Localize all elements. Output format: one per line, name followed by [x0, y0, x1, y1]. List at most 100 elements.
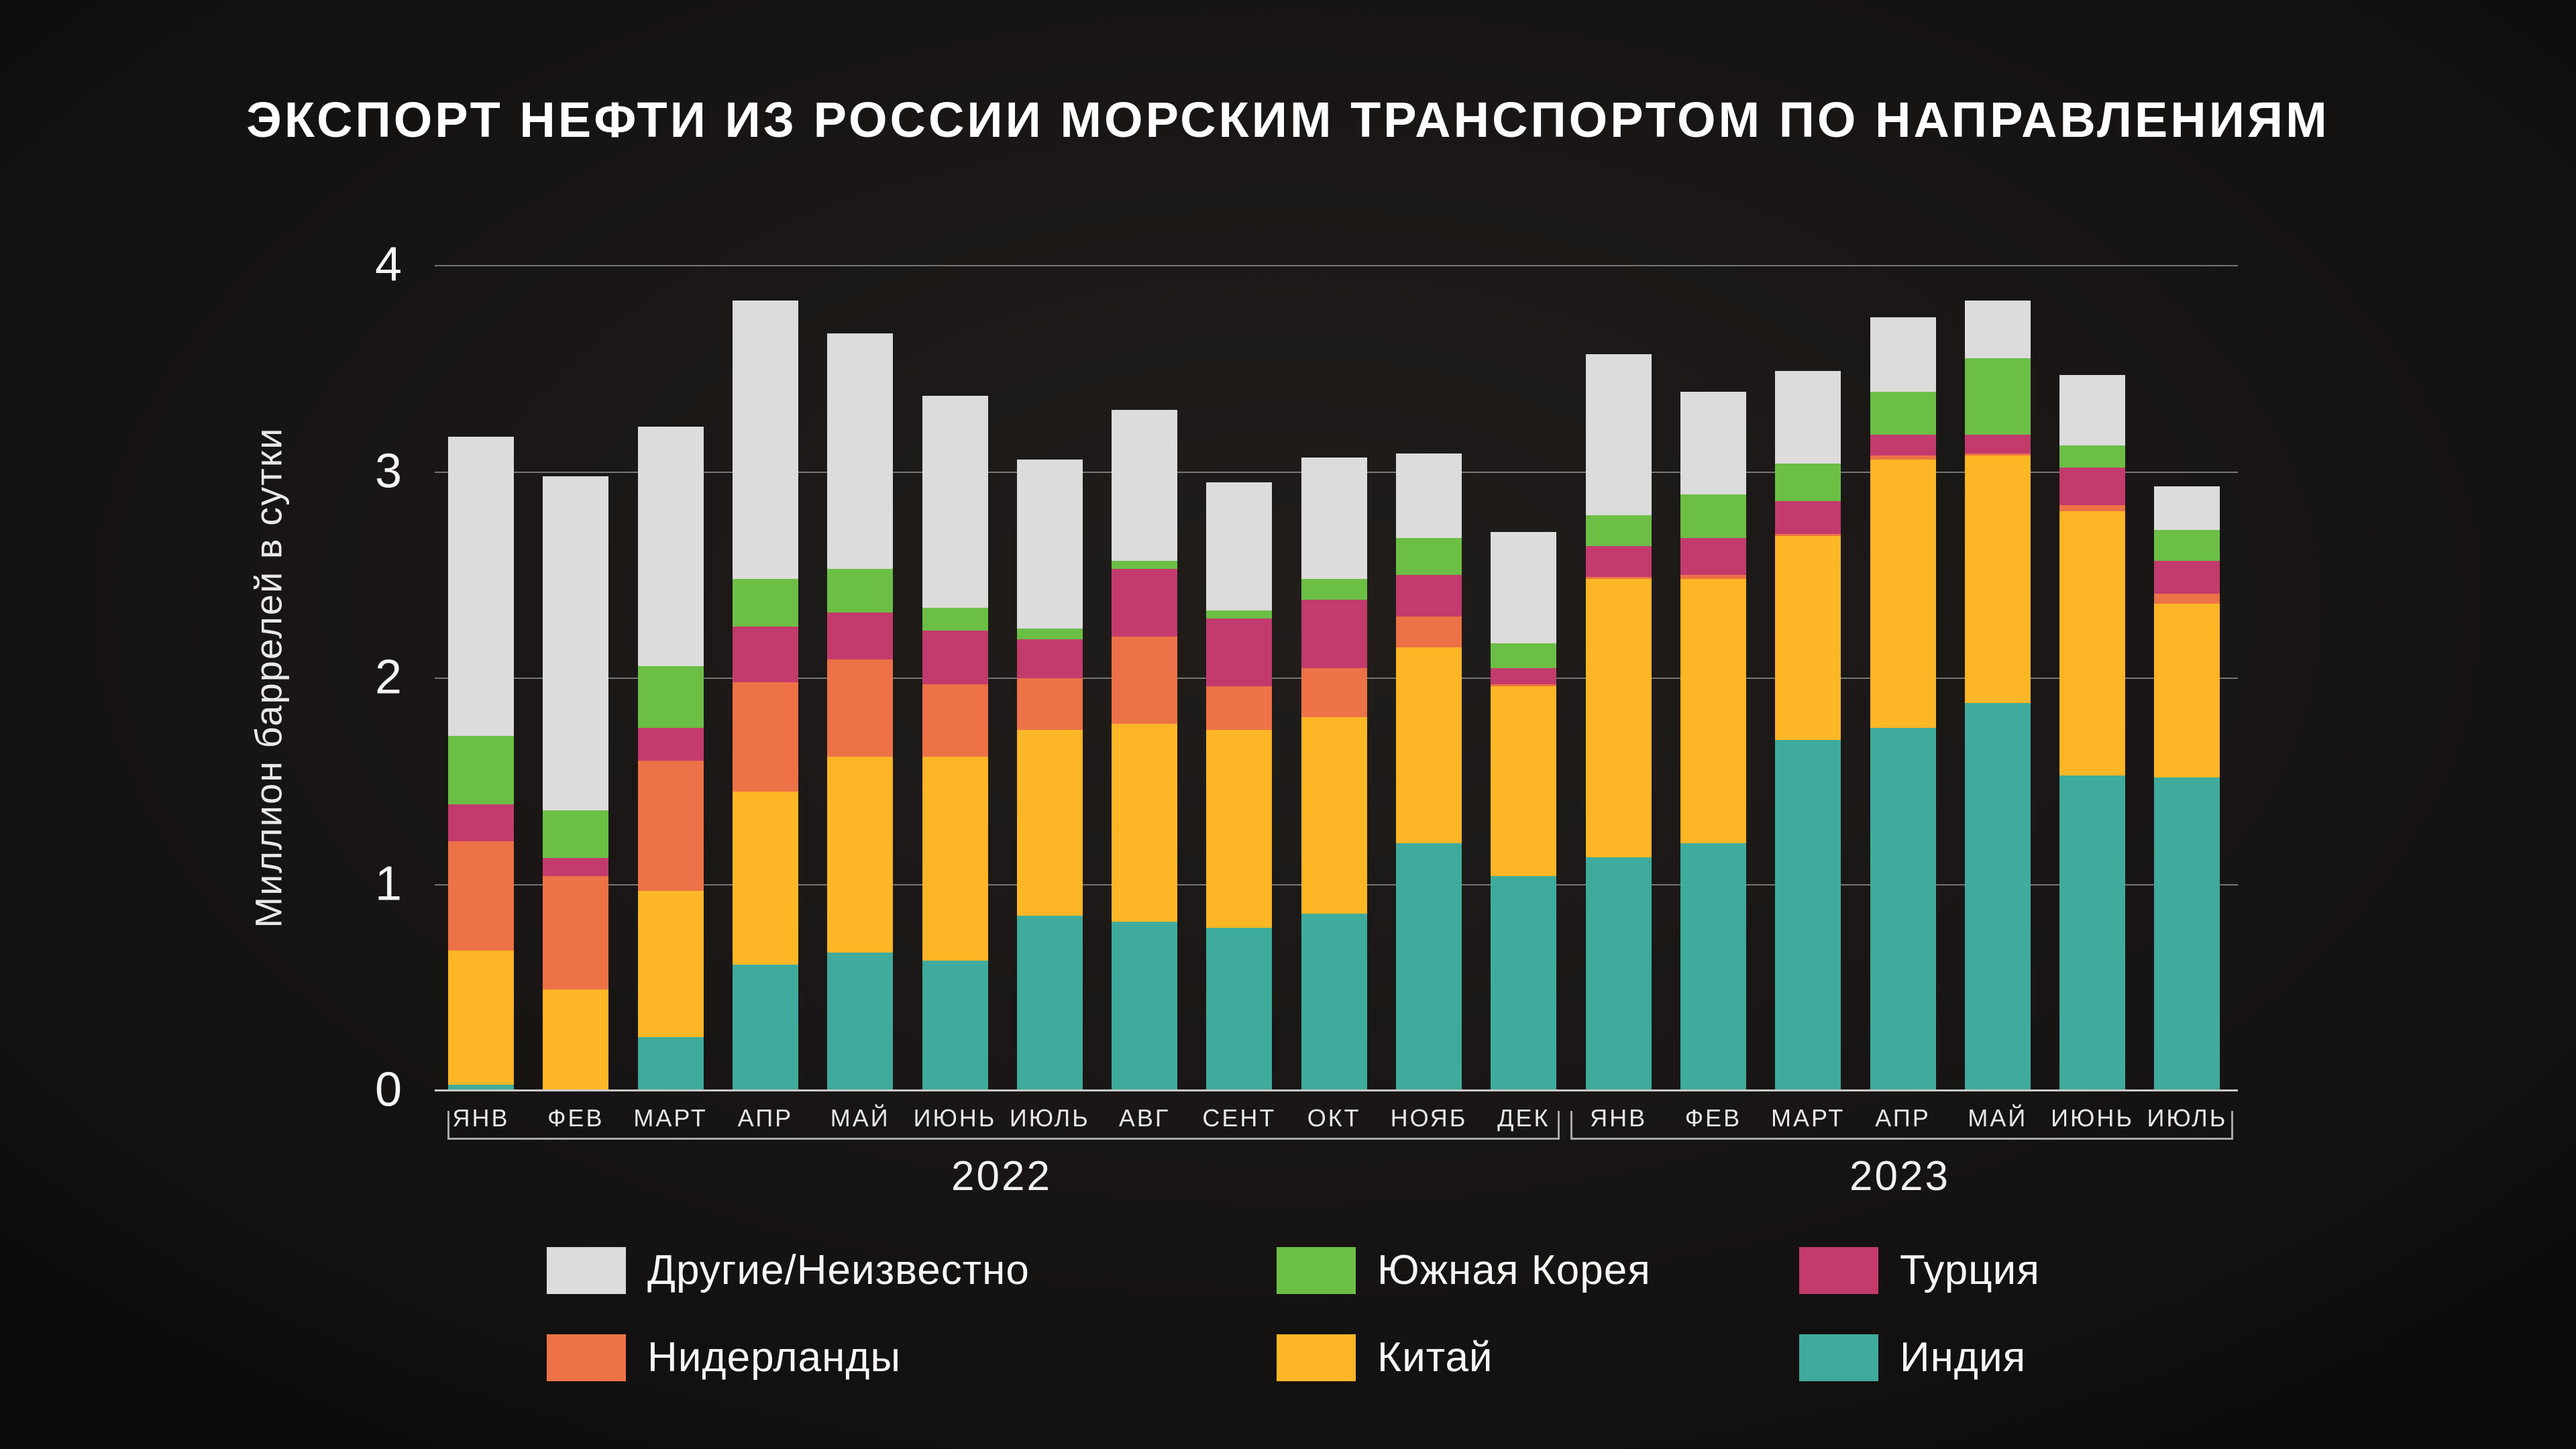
- segment-Турция: [2154, 560, 2220, 594]
- gridline-4: [435, 265, 2238, 266]
- segment-Турция: [1680, 537, 1746, 576]
- segment-Индия: [1112, 921, 1178, 1091]
- segment-Китай: [1206, 729, 1273, 928]
- segment-Нидерланды: [543, 876, 609, 990]
- segment-Индия: [2154, 777, 2220, 1091]
- segment-Другие/Неизвестно: [1964, 301, 2031, 359]
- legend-swatch-4: [1277, 1334, 1356, 1381]
- legend-label-3: Южная Корея: [1377, 1247, 1651, 1293]
- segment-Индия: [1396, 843, 1462, 1091]
- month-label-2023-6: ИЮНЬ: [2051, 1104, 2135, 1132]
- segment-Турция: [1206, 618, 1273, 687]
- segment-Индия: [1775, 740, 1841, 1091]
- segment-Китай: [1491, 686, 1557, 877]
- segment-Индия: [827, 952, 894, 1091]
- segment-Другие/Неизвестно: [1206, 482, 1273, 610]
- bar-2022-11: [1396, 453, 1462, 1091]
- segment-Южная Корея: [1680, 494, 1746, 538]
- segment-Китай: [2154, 604, 2220, 777]
- legend-label-2: Нидерланды: [647, 1334, 902, 1381]
- year-bracket-2023: [1570, 1111, 2233, 1140]
- segment-Индия: [1964, 702, 2031, 1091]
- segment-Турция: [827, 612, 894, 660]
- month-label-2023-7: ИЮЛЬ: [2147, 1104, 2228, 1132]
- month-label-2023-1: ЯНВ: [1590, 1104, 1648, 1132]
- segment-Другие/Неизвестно: [1112, 410, 1178, 561]
- month-label-2022-7: ИЮЛЬ: [1009, 1104, 1090, 1132]
- legend-label-5: Турция: [1900, 1247, 2040, 1293]
- legend-item-1: Другие/Неизвестно: [547, 1246, 1030, 1294]
- y-tick-0: 0: [374, 1063, 402, 1117]
- bar-2022-2: [543, 476, 609, 1091]
- year-label-2023: 2023: [1849, 1153, 1950, 1199]
- bar-2022-8: [1112, 410, 1178, 1091]
- segment-Нидерланды: [1016, 678, 1083, 730]
- segment-Южная Корея: [1301, 579, 1367, 600]
- legend-item-2: Нидерланды: [547, 1334, 901, 1381]
- segment-Южная Корея: [637, 665, 704, 728]
- bar-2022-1: [448, 437, 514, 1091]
- year-label-2022: 2022: [951, 1153, 1052, 1199]
- segment-Турция: [1964, 435, 2031, 453]
- month-label-2023-2: ФЕВ: [1684, 1104, 1742, 1132]
- segment-Турция: [448, 804, 514, 841]
- month-label-2022-1: ЯНВ: [452, 1104, 510, 1132]
- segment-Индия: [637, 1037, 704, 1091]
- bar-2023-1: [1585, 354, 1652, 1091]
- month-label-2023-4: АПР: [1875, 1104, 1931, 1132]
- segment-Китай: [637, 890, 704, 1037]
- segment-Индия: [448, 1084, 514, 1091]
- segment-Турция: [543, 857, 609, 877]
- segment-Турция: [1585, 546, 1652, 578]
- segment-Китай: [1112, 723, 1178, 922]
- bar-2022-9: [1206, 482, 1273, 1091]
- month-label-2022-8: АВГ: [1118, 1104, 1171, 1132]
- bar-2023-5: [1964, 301, 2031, 1091]
- segment-Другие/Неизвестно: [1491, 531, 1557, 643]
- month-label-2022-4: АПР: [737, 1104, 794, 1132]
- segment-Южная Корея: [448, 736, 514, 804]
- segment-Южная Корея: [1964, 358, 2031, 435]
- segment-Турция: [1301, 600, 1367, 668]
- segment-Турция: [637, 727, 704, 761]
- segment-Нидерланды: [637, 760, 704, 891]
- segment-Нидерланды: [1301, 667, 1367, 718]
- segment-Турция: [2059, 468, 2126, 505]
- segment-Турция: [1016, 639, 1083, 678]
- segment-Нидерланды: [1112, 637, 1178, 724]
- segment-Турция: [732, 627, 798, 683]
- legend-label-1: Другие/Неизвестно: [647, 1247, 1030, 1293]
- segment-Южная Корея: [827, 569, 894, 612]
- segment-Индия: [1585, 857, 1652, 1091]
- segment-Китай: [448, 950, 514, 1085]
- segment-Другие/Неизвестно: [543, 476, 609, 810]
- legend-item-6: Индия: [1799, 1334, 2026, 1381]
- legend-swatch-2: [547, 1334, 626, 1381]
- bar-2023-6: [2059, 374, 2126, 1091]
- segment-Нидерланды: [2154, 593, 2220, 604]
- legend-item-5: Турция: [1799, 1246, 2040, 1294]
- segment-Нидерланды: [1964, 453, 2031, 455]
- month-label-2022-10: ОКТ: [1307, 1104, 1361, 1132]
- segment-Нидерланды: [922, 684, 988, 757]
- segment-Нидерланды: [1396, 616, 1462, 647]
- segment-Китай: [1396, 647, 1462, 843]
- year-bracket-2022: [447, 1111, 1560, 1140]
- segment-Индия: [1491, 876, 1557, 1091]
- bar-2023-4: [1870, 317, 1936, 1091]
- segment-Другие/Неизвестно: [1775, 370, 1841, 464]
- bar-2022-6: [922, 395, 988, 1091]
- segment-Другие/Неизвестно: [732, 301, 798, 580]
- month-label-2022-9: СЕНТ: [1202, 1104, 1277, 1132]
- segment-Китай: [1964, 455, 2031, 703]
- segment-Нидерланды: [448, 841, 514, 951]
- segment-Китай: [1775, 535, 1841, 741]
- segment-Нидерланды: [1870, 455, 1936, 460]
- segment-Китай: [922, 756, 988, 961]
- segment-Другие/Неизвестно: [1680, 391, 1746, 495]
- month-label-2023-5: МАЙ: [1968, 1104, 2028, 1132]
- y-tick-3: 3: [374, 443, 402, 498]
- segment-Южная Корея: [1206, 610, 1273, 619]
- segment-Другие/Неизвестно: [1301, 457, 1367, 580]
- segment-Нидерланды: [1585, 577, 1652, 580]
